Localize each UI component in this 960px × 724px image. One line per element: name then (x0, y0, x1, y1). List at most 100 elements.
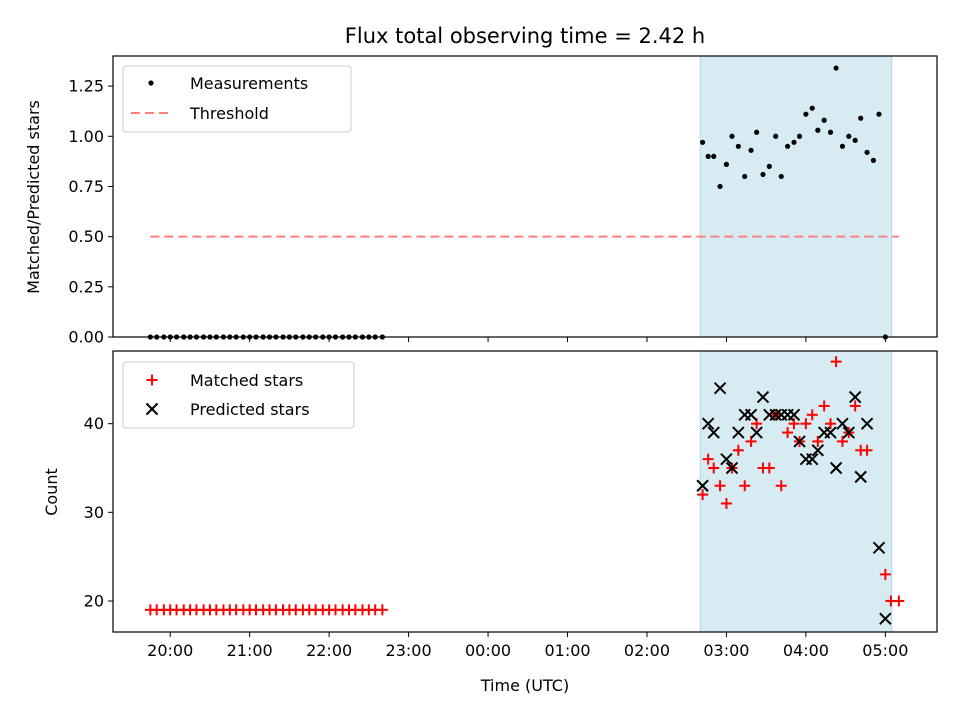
x-tick-label: 00:00 (465, 641, 511, 660)
top-y-tick-label: 1.00 (68, 127, 104, 146)
predicted-star-point (725, 461, 739, 475)
bottom-panel: 20:00 21:00 22:00 23:00 00:00 01:00 02:00 03:00… (84, 350, 938, 660)
predicted-star-point (720, 452, 733, 466)
legend-predicted-marker (145, 402, 159, 416)
measurement-point (729, 133, 735, 139)
predicted-star-point (793, 435, 806, 448)
x-tick-label: 20:00 (147, 641, 193, 660)
predicted-star-point (854, 470, 867, 484)
x-tick-label: 01:00 (544, 641, 590, 660)
top-shaded-span (699, 55, 893, 338)
measurement-point (773, 133, 779, 139)
bottom-y-tick-label: 20 (84, 591, 104, 610)
top-y-tick-label: 0.50 (68, 227, 104, 246)
legend-measurements-label: Measurements (190, 74, 308, 93)
bottom-y-tick-label: 40 (84, 414, 104, 433)
predicted-star-point (701, 417, 715, 430)
predicted-star-point (750, 426, 763, 439)
bottom-y-tick-label: 30 (84, 503, 104, 522)
x-tick-label: 21:00 (227, 641, 273, 660)
matched-star-point (782, 427, 794, 439)
matched-star-point (720, 497, 732, 509)
top-y-axis-label: Matched/Predicted stars (24, 100, 43, 294)
measurement-point (815, 127, 821, 133)
predicted-star-point (756, 390, 770, 404)
predicted-star-point (829, 461, 843, 475)
matched-star-point (836, 435, 848, 447)
predicted-star-point (806, 452, 819, 466)
measurement-point (827, 129, 834, 135)
legend-matched-label: Matched stars (190, 371, 303, 390)
predicted-star-point (824, 426, 837, 439)
top-y-tick-label: 0.75 (68, 177, 104, 196)
matched-star-point (788, 418, 800, 430)
x-tick-label: 04:00 (783, 641, 829, 660)
x-tick-label: 03:00 (703, 641, 749, 660)
top-y-tick-label: 0.25 (68, 277, 104, 296)
matched-star-point (861, 444, 873, 456)
legend-measurements-marker (148, 80, 154, 86)
top-axes-frame (112, 55, 938, 338)
measurement-point (711, 153, 717, 159)
measurement-point (864, 149, 870, 155)
top-y-tick-label: 1.25 (68, 77, 104, 96)
predicted-star-point (836, 417, 849, 430)
measurement-point (821, 117, 827, 123)
legend-threshold-label: Threshold (189, 104, 269, 123)
predicted-star-point (744, 408, 758, 422)
bottom-legend-box (122, 361, 355, 429)
matched-star-point (702, 453, 714, 465)
measurement-point (870, 157, 877, 163)
chart-title: Flux total observing time = 2.42 h (345, 24, 705, 48)
x-tick-label: 23:00 (386, 641, 432, 660)
measurement-point (699, 139, 706, 145)
predicted-star-point (879, 612, 892, 625)
bottom-legend: Matched stars Predicted stars (122, 361, 355, 429)
matched-star-point (825, 418, 837, 430)
top-y-tick-label: 0.00 (68, 328, 104, 347)
x-tick-label: 05:00 (862, 641, 908, 660)
bottom-axes-frame (112, 350, 938, 633)
legend-matched-marker (146, 374, 158, 386)
matched-star-point (800, 418, 812, 430)
predicted-star-point (842, 426, 856, 439)
matched-star-point (739, 480, 751, 492)
measurement-point (754, 129, 760, 135)
measurement-point (723, 161, 730, 167)
measurement-point (778, 173, 784, 180)
matched-star-point (806, 409, 818, 421)
measurement-point (839, 143, 846, 149)
matched-star-point (818, 400, 830, 412)
predicted-star-point (732, 426, 745, 439)
legend-predicted-label: Predicted stars (190, 400, 310, 419)
matched-star-point (732, 444, 744, 456)
measurement-point (809, 105, 815, 111)
measurement-point (858, 115, 864, 121)
top-legend-box (122, 65, 352, 133)
predicted-star-point (713, 382, 727, 395)
matched-star-point (708, 462, 720, 474)
matched-star-point (775, 480, 787, 492)
predicted-star-point (696, 479, 709, 492)
measurement-point (803, 111, 809, 117)
measurement-point (735, 143, 741, 149)
matched-star-point (697, 489, 709, 501)
predicted-star-point (787, 408, 801, 422)
matched-star-point (714, 480, 726, 492)
top-legend: Measurements Threshold (122, 65, 352, 133)
measurement-point (791, 139, 797, 145)
measurement-point (766, 163, 772, 169)
measurement-point (796, 133, 803, 139)
predicted-star-point (848, 390, 862, 404)
matched-star-point (893, 595, 905, 607)
bottom-y-axis-label: Count (42, 468, 61, 516)
bottom-shaded-span (699, 350, 893, 633)
measurement-point (833, 65, 839, 71)
matched-star-point (376, 604, 388, 616)
predicted-star-point (769, 408, 782, 422)
matched-star-point (849, 400, 861, 412)
predicted-star-point (860, 417, 874, 430)
measurement-point (742, 173, 748, 180)
measurement-point (705, 153, 711, 159)
